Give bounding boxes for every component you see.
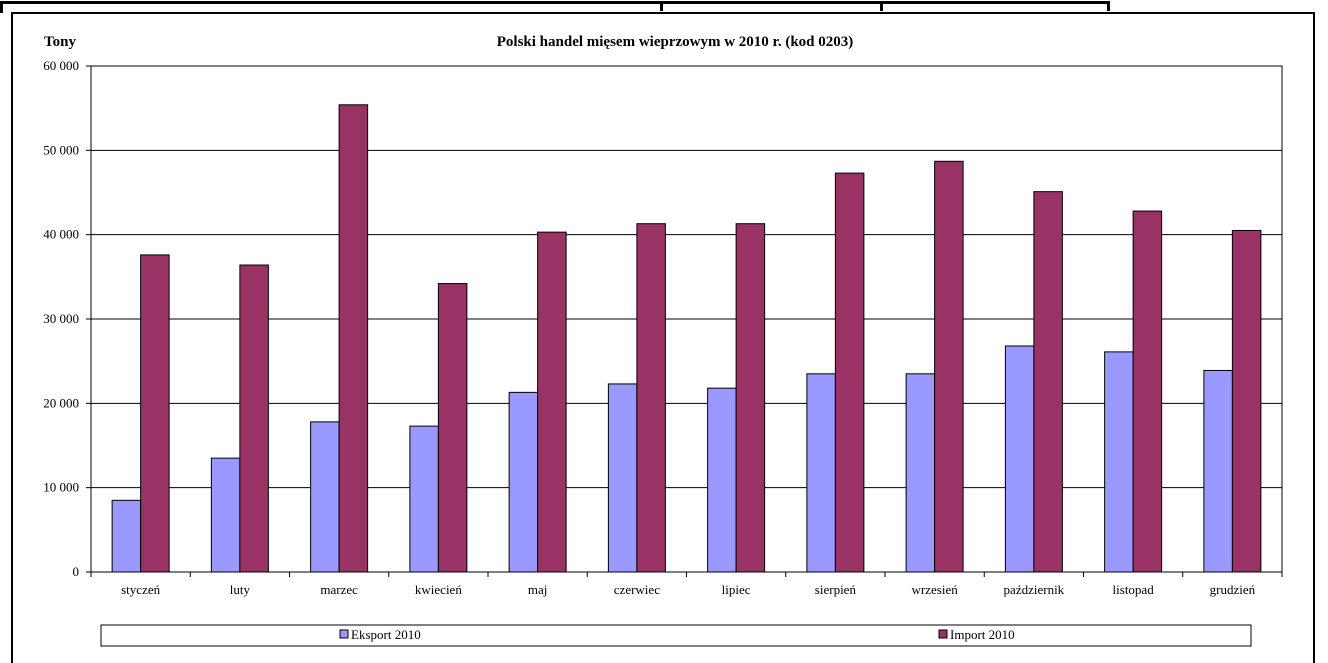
x-tick-label: sierpień	[815, 582, 857, 597]
bar-import	[1231, 229, 1262, 573]
chart-frame	[11, 12, 1315, 663]
bar-import	[338, 104, 369, 573]
y-axis-title: Tony	[44, 34, 76, 50]
bar-eksport	[1104, 351, 1134, 573]
bar-eksport	[607, 383, 638, 573]
x-tick-label: maj	[528, 582, 548, 597]
legend-label: Eksport 2010	[351, 627, 421, 642]
bar-import	[834, 172, 865, 573]
bar-import	[437, 283, 468, 573]
bar-eksport	[409, 425, 439, 573]
bar-eksport	[806, 373, 836, 573]
y-tick-label: 0	[73, 564, 80, 579]
bar-import	[934, 160, 964, 573]
bar-import	[735, 223, 766, 573]
x-tick-label: czerwiec	[614, 582, 660, 597]
x-tick-label: grudzień	[1210, 582, 1256, 597]
bar-eksport	[210, 457, 241, 573]
plot-area: 0 10 000 20 000 30 000 40 000 50 000 60 000 sty…	[43, 58, 1283, 597]
x-tick-label: marzec	[320, 582, 358, 597]
x-tick-label: kwiecień	[415, 582, 462, 597]
bar-import	[636, 223, 666, 573]
x-tick-label: listopad	[1113, 582, 1155, 597]
x-tick-label: styczeń	[121, 582, 160, 597]
bar-eksport	[1203, 369, 1233, 573]
y-tick-label: 10 000	[43, 480, 79, 495]
chart-title: Polski handel mięsem wieprzowym w 2010 r…	[497, 34, 854, 50]
bar-eksport	[310, 421, 340, 573]
bar-eksport	[111, 499, 142, 573]
x-tick-label: wrzesień	[912, 582, 959, 597]
x-tick-label: luty	[230, 582, 251, 597]
y-tick-label: 50 000	[43, 142, 79, 157]
bar-import	[1132, 210, 1163, 573]
legend-swatch	[339, 629, 349, 639]
bar-eksport	[905, 373, 936, 573]
legend-label: Import 2010	[950, 627, 1015, 642]
legend-box	[100, 624, 1252, 647]
top-border-strip	[0, 0, 1328, 13]
y-tick-label: 60 000	[43, 58, 79, 73]
bar-import	[239, 264, 269, 573]
y-tick-label: 20 000	[43, 395, 79, 410]
bar-import	[1033, 191, 1063, 573]
y-tick-label: 40 000	[43, 227, 79, 242]
x-tick-label: październik	[1004, 582, 1065, 597]
bar-eksport	[707, 387, 737, 573]
legend: Eksport 2010 Import 2010	[100, 624, 1252, 647]
bar-eksport	[1004, 345, 1035, 573]
top-border-decoration	[0, 1, 1110, 13]
legend-swatch	[938, 629, 948, 639]
y-tick-label: 30 000	[43, 311, 79, 326]
x-tick-label: lipiec	[722, 582, 751, 597]
bar-eksport	[508, 391, 539, 573]
bar-import	[537, 231, 567, 573]
bar-import	[140, 254, 170, 573]
